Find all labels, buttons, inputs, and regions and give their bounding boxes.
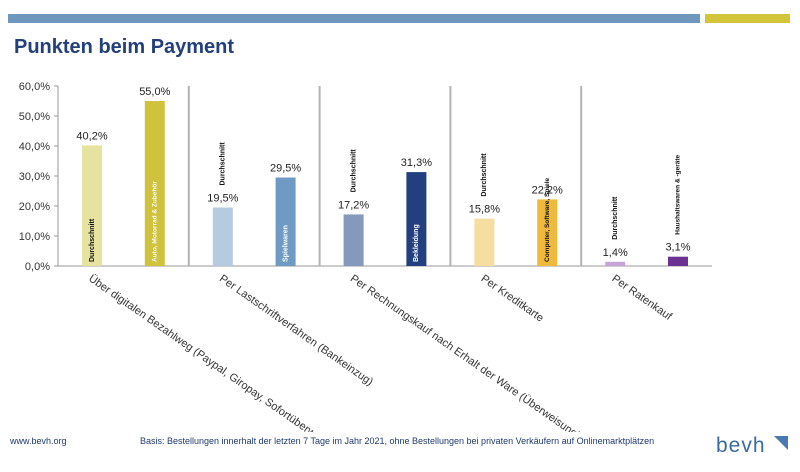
bar: [343, 214, 364, 266]
x-category-label: Per Kreditkarte: [479, 273, 546, 325]
bar: [667, 256, 688, 266]
header-band-olive: [705, 14, 790, 23]
data-label: 15,8%: [469, 204, 500, 216]
logo-text: bevh: [716, 434, 766, 457]
bar: [474, 218, 495, 266]
logo-mark-icon: [774, 436, 788, 450]
y-tick-label: 40,0%: [19, 141, 50, 153]
bar: [82, 145, 103, 266]
y-tick-label: 20,0%: [19, 201, 50, 213]
bar: [605, 261, 626, 266]
bar-category-label: Haushaltswaren & -geräte: [675, 154, 682, 234]
bar-category-label: Durchschnitt: [350, 149, 357, 193]
bar-category-label: Durchschnitt: [220, 142, 227, 186]
bar-chart: 0,0% 10,0% 20,0% 30,0% 40,0% 50,0% 60,0% 40,2% D…: [19, 81, 712, 432]
footer-url[interactable]: www.bevh.org: [10, 436, 67, 446]
bar: [406, 172, 427, 266]
bar: [275, 177, 296, 266]
data-label: 19,5%: [207, 193, 238, 205]
data-label: 31,3%: [401, 157, 432, 169]
bar-category-label: Durchschnitt: [481, 153, 488, 197]
bar: [537, 199, 558, 266]
header-band-blue: [8, 14, 700, 23]
x-category-label: Per Rechnungskauf nach Erhalt der Ware (…: [348, 273, 582, 432]
x-category-label: Über digitalen Bezahlweg (Paypal, Giropa…: [86, 273, 347, 432]
data-label: 1,4%: [603, 247, 628, 259]
bar-category-label: Durchschnitt: [89, 218, 96, 262]
bar: [144, 101, 165, 266]
footer-note: Basis: Bestellungen innerhalt der letzte…: [140, 436, 655, 446]
x-category-label: Per Ratenkauf: [609, 273, 674, 324]
y-tick-label: 60,0%: [19, 81, 50, 93]
x-category-label: Per Lastschriftverfahren (Bankeinzug): [217, 273, 375, 389]
data-label: 40,2%: [76, 130, 107, 142]
data-label: 29,5%: [270, 163, 301, 175]
y-tick-label: 0,0%: [25, 261, 50, 273]
data-label: 55,0%: [139, 86, 170, 98]
bar-category-label: Bekleidung: [413, 224, 420, 262]
data-label: 17,2%: [338, 199, 369, 211]
bar-category-label: Spielwaren: [282, 225, 289, 262]
y-tick-label: 50,0%: [19, 111, 50, 123]
data-label: 22,2%: [532, 184, 563, 196]
data-label: 3,1%: [665, 242, 690, 254]
y-tick-label: 10,0%: [19, 231, 50, 243]
bevh-logo: bevh: [716, 434, 788, 458]
bar-category-label: Durchschnitt: [612, 196, 619, 240]
bar: [212, 207, 233, 266]
bar-category-label: Computer, Software, Spiele: [544, 177, 551, 262]
y-tick-label: 30,0%: [19, 171, 50, 183]
page-title: Punkten beim Payment: [14, 36, 235, 58]
bar-category-label: Auto, Motorrad & Zubehör: [152, 181, 159, 262]
